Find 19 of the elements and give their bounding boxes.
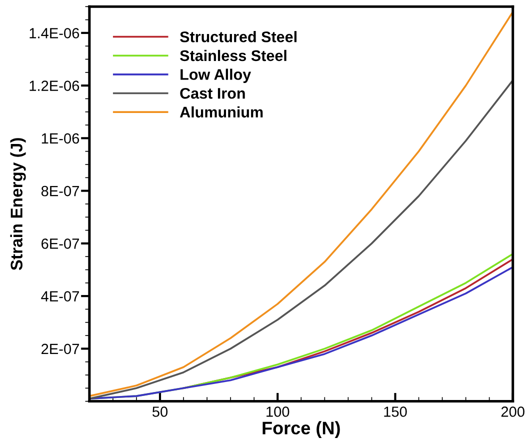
y-tick-label: 1.4E-06 [30, 28, 80, 38]
legend-label: Cast Iron [180, 88, 245, 99]
legend-label: Stainless Steel [180, 50, 286, 62]
y-tick-label: 4E-07 [41, 291, 79, 302]
y-tick-label: 8E-07 [41, 186, 79, 196]
x-tick-label: 50 [152, 406, 168, 417]
x-tick-label: 150 [384, 406, 407, 417]
x-tick-label: 200 [501, 406, 524, 417]
legend-label: Low Alloy [180, 68, 252, 83]
legend-label: Structured Steel [180, 31, 296, 42]
y-tick-label: 6E-07 [42, 238, 79, 249]
y-axis-title: Strain Energy (J) [10, 138, 26, 270]
y-tick-label: 1E-06 [42, 133, 80, 144]
y-tick-label: 1.2E-06 [30, 80, 80, 91]
legend-label: Alumunium [180, 106, 263, 118]
line-series [89, 10, 513, 397]
y-tick-label: 2E-07 [42, 344, 79, 354]
x-tick-label: 100 [266, 406, 290, 417]
x-axis-title: Force (N) [262, 421, 340, 438]
